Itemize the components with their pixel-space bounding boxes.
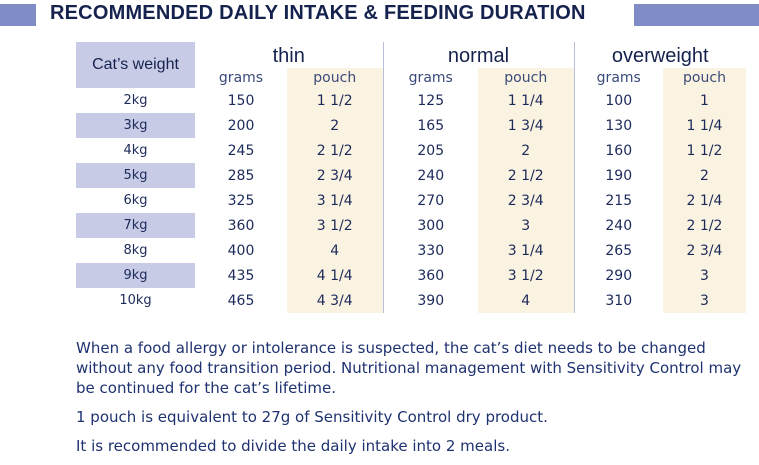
cell-normal-pouch: 1 3/4 [478, 113, 574, 138]
cell-normal-grams: 270 [382, 188, 478, 213]
table-row: 2kg 150 1 1/2 125 1 1/4 100 1 [76, 88, 746, 113]
cell-overweight-pouch: 2 1/2 [663, 213, 746, 238]
table-row: 7kg 360 3 1/2 300 3 240 2 1/2 [76, 213, 746, 238]
cell-overweight-pouch: 3 [663, 288, 746, 313]
table-row: 9kg 435 4 1/4 360 3 1/2 290 3 [76, 263, 746, 288]
cell-normal-grams: 330 [382, 238, 478, 263]
cell-thin-grams: 325 [227, 192, 255, 209]
cell-overweight-pouch: 2 1/4 [663, 188, 746, 213]
cell-weight: 5kg [76, 163, 195, 188]
cell-thin-grams: 200 [227, 117, 255, 134]
cell-normal-grams: 165 [382, 113, 478, 138]
cell-overweight-grams: 130 [573, 113, 663, 138]
cell-normal-pouch: 1 1/4 [478, 88, 574, 113]
cell-normal-grams: 240 [382, 163, 478, 188]
cell-thin-pouch: 2 3/4 [287, 163, 383, 188]
cell-thin-pouch: 3 1/2 [287, 213, 383, 238]
cell-normal-pouch: 2 1/2 [478, 163, 574, 188]
subheader-grams: grams [573, 68, 663, 88]
note-pouch-equivalent: 1 pouch is equivalent to 27g of Sensitiv… [76, 408, 548, 426]
cell-weight: 4kg [123, 143, 148, 158]
note-allergy: When a food allergy or intolerance is su… [76, 339, 742, 397]
cell-thin-grams: 245 [227, 142, 255, 159]
cell-normal-pouch: 4 [478, 288, 574, 313]
cell-overweight-pouch: 2 [663, 163, 746, 188]
title-bar: RECOMMENDED DAILY INTAKE & FEEDING DURAT… [0, 0, 759, 30]
table-row: 3kg 200 2 165 1 3/4 130 1 1/4 [76, 113, 746, 138]
cell-normal-pouch: 3 1/4 [478, 238, 574, 263]
cell-overweight-grams: 160 [573, 138, 663, 163]
cell-weight: 3kg [76, 113, 195, 138]
cell-overweight-grams: 215 [573, 188, 663, 213]
table-row: 8kg 400 4 330 3 1/4 265 2 3/4 [76, 238, 746, 263]
subheader-pouch: pouch [287, 68, 383, 88]
cell-overweight-pouch: 1 1/4 [663, 113, 746, 138]
cell-normal-pouch: 3 [478, 213, 574, 238]
cell-normal-pouch: 2 [478, 138, 574, 163]
cell-normal-grams: 390 [382, 288, 478, 313]
title-accent-left [0, 4, 36, 26]
table-row: 6kg 325 3 1/4 270 2 3/4 215 2 1/4 [76, 188, 746, 213]
cell-overweight-pouch: 2 3/4 [663, 238, 746, 263]
feeding-table: Cat’s weight thin normal overweight gram… [76, 42, 746, 313]
subheader-pouch: pouch [478, 68, 574, 88]
subheader-grams: grams [218, 70, 264, 86]
cell-overweight-grams: 310 [573, 288, 663, 313]
cell-overweight-grams: 265 [573, 238, 663, 263]
page-title: RECOMMENDED DAILY INTAKE & FEEDING DURAT… [50, 2, 586, 24]
cell-thin-grams: 360 [227, 217, 255, 234]
cell-thin-grams: 435 [227, 267, 255, 284]
cell-normal-grams: 205 [382, 138, 478, 163]
cell-thin-pouch: 4 3/4 [287, 288, 383, 313]
cell-overweight-grams: 190 [573, 163, 663, 188]
table-row: 10kg 465 4 3/4 390 4 310 3 [76, 288, 746, 313]
cell-thin-grams: 285 [227, 167, 255, 184]
weight-column-header: Cat’s weight [76, 42, 195, 88]
cell-weight: 10kg [119, 293, 152, 308]
cell-overweight-pouch: 1 [663, 88, 746, 113]
cell-weight: 6kg [123, 193, 148, 208]
cell-normal-grams: 360 [382, 263, 478, 288]
cell-thin-pouch: 2 1/2 [287, 138, 383, 163]
cell-thin-grams: 150 [227, 92, 255, 109]
cell-normal-pouch: 2 3/4 [478, 188, 574, 213]
cell-weight: 7kg [76, 213, 195, 238]
cell-normal-pouch: 3 1/2 [478, 263, 574, 288]
title-accent-right [634, 4, 759, 26]
cell-normal-grams: 300 [382, 213, 478, 238]
group-header-overweight: overweight [573, 42, 746, 68]
cell-thin-pouch: 2 [287, 113, 383, 138]
cell-weight: 2kg [123, 93, 148, 108]
cell-overweight-grams: 100 [573, 88, 663, 113]
subheader-pouch: pouch [663, 68, 746, 88]
table-row: 4kg 245 2 1/2 205 2 160 1 1/2 [76, 138, 746, 163]
cell-thin-pouch: 3 1/4 [287, 188, 383, 213]
cell-thin-grams: 465 [227, 292, 255, 309]
cell-normal-grams: 125 [382, 88, 478, 113]
subheader-grams: grams [382, 68, 478, 88]
cell-weight: 8kg [123, 243, 148, 258]
note-meals: It is recommended to divide the daily in… [76, 437, 510, 455]
cell-thin-pouch: 4 1/4 [287, 263, 383, 288]
cell-overweight-pouch: 1 1/2 [663, 138, 746, 163]
group-header-normal: normal [382, 42, 574, 68]
feeding-notes: When a food allergy or intolerance is su… [76, 338, 756, 465]
cell-overweight-pouch: 3 [663, 263, 746, 288]
cell-overweight-grams: 290 [573, 263, 663, 288]
cell-weight: 9kg [76, 263, 195, 288]
group-header-thin: thin [272, 45, 305, 67]
cell-overweight-grams: 240 [573, 213, 663, 238]
cell-thin-pouch: 4 [287, 238, 383, 263]
table-row: 5kg 285 2 3/4 240 2 1/2 190 2 [76, 163, 746, 188]
cell-thin-grams: 400 [227, 242, 255, 259]
cell-thin-pouch: 1 1/2 [287, 88, 383, 113]
